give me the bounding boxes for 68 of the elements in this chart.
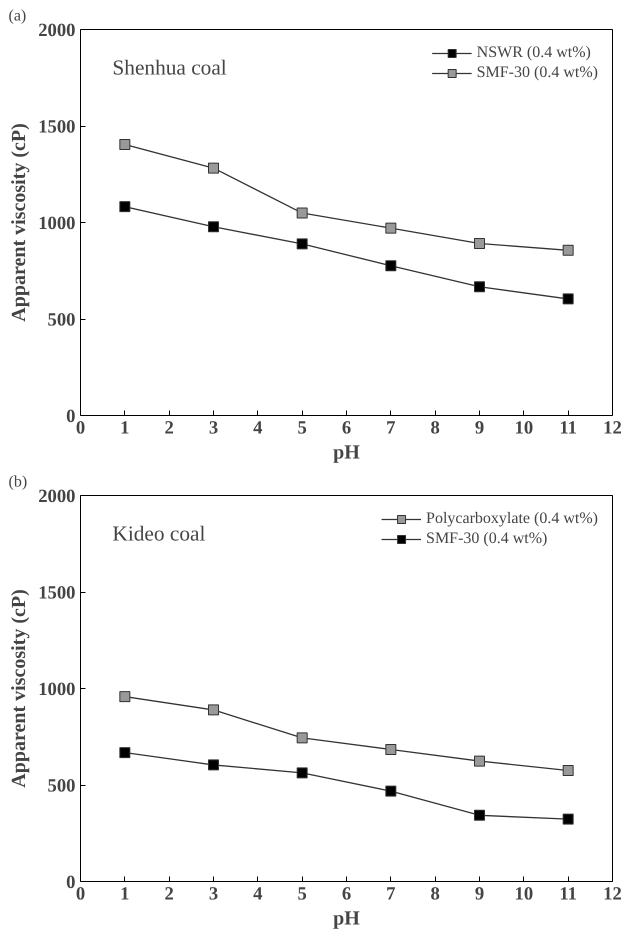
x-tick-label: 6 <box>342 884 352 904</box>
annotation: Kideo coal <box>112 522 206 546</box>
x-tick-label: 5 <box>298 884 307 904</box>
point <box>474 281 485 292</box>
point <box>474 810 485 821</box>
x-tick-label: 4 <box>253 884 262 904</box>
point <box>119 691 130 702</box>
point <box>296 767 308 778</box>
point <box>562 814 574 825</box>
x-axis-title: pH <box>333 908 360 930</box>
point <box>119 139 130 150</box>
point <box>208 759 219 770</box>
x-tick-label: 10 <box>514 418 534 438</box>
x-tick-label: 9 <box>474 418 484 438</box>
x-tick-label: 9 <box>474 884 484 904</box>
y-tick-label: 1000 <box>38 213 76 234</box>
point <box>296 732 308 744</box>
point <box>385 744 396 755</box>
y-axis-title: Apparent viscosity (cP) <box>8 589 30 788</box>
point <box>208 704 219 716</box>
x-axis-title: pH <box>333 442 360 464</box>
x-tick-label: 7 <box>386 884 396 904</box>
y-tick-label: 1500 <box>38 582 76 604</box>
point <box>208 221 219 232</box>
annotation: Shenhua coal <box>112 56 227 80</box>
text: (a) <box>8 8 26 24</box>
x-tick-label: 5 <box>298 418 307 438</box>
point <box>562 244 574 256</box>
x-tick-label: 1 <box>120 884 130 904</box>
point <box>474 756 485 767</box>
x-tick-label: 6 <box>342 418 352 438</box>
x-tick-label: 11 <box>559 418 577 438</box>
point <box>385 786 396 797</box>
legend-label: NSWR (0.4 wt%) <box>476 44 591 62</box>
x-tick-label: 8 <box>430 884 440 904</box>
y-tick-label: 2000 <box>38 486 76 507</box>
y-tick-label: 500 <box>48 310 76 330</box>
point <box>562 293 574 304</box>
x-tick-label: 11 <box>559 884 577 904</box>
point <box>385 260 396 272</box>
point <box>296 208 308 219</box>
x-tick-label: 4 <box>253 418 262 438</box>
point <box>296 238 308 250</box>
x-tick-label: 7 <box>386 418 396 438</box>
legend-label: SMF-30 (0.4 wt%) <box>426 530 548 548</box>
x-tick-label: 2 <box>164 884 174 904</box>
point <box>119 201 130 212</box>
point <box>119 747 130 758</box>
x-tick-label: 1 <box>120 418 130 438</box>
x-tick-label: 12 <box>603 418 622 438</box>
point <box>208 162 219 174</box>
y-tick-label: 2000 <box>38 20 76 41</box>
point <box>385 222 396 234</box>
point <box>474 238 485 250</box>
x-tick-label: 2 <box>164 418 174 438</box>
x-tick-label: 8 <box>430 418 440 438</box>
y-axis-title: Apparent viscosity (cP) <box>8 123 30 322</box>
y-tick-label: 500 <box>48 776 76 796</box>
point <box>562 765 574 776</box>
x-tick-label: 3 <box>208 884 218 904</box>
x-tick-label: 10 <box>514 884 534 904</box>
y-tick-label: 1500 <box>38 116 76 138</box>
x-tick-label: 3 <box>208 418 218 438</box>
legend-label: Polycarboxylate (0.4 wt%) <box>426 510 598 528</box>
y-tick-label: 1000 <box>38 679 76 700</box>
text: (b) <box>8 474 28 490</box>
x-tick-label: 12 <box>603 884 622 904</box>
legend-label: SMF-30 (0.4 wt%) <box>476 64 598 82</box>
